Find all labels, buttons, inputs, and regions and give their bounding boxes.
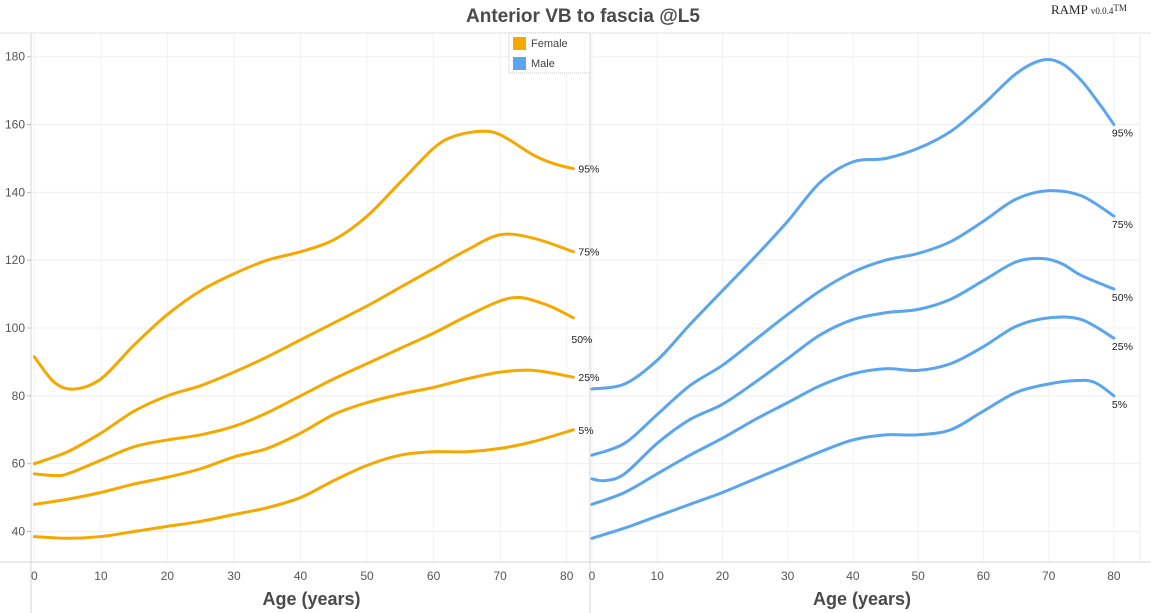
y-tick-label: 160 (5, 118, 25, 132)
male-x-tick-label: 20 (716, 569, 730, 583)
legend: Female Male (508, 32, 591, 74)
female-75pct-label: 75% (578, 247, 599, 259)
female-95pct-label: 95% (578, 164, 599, 176)
legend-label-female: Female (531, 38, 568, 50)
y-tick-label: 40 (12, 524, 26, 538)
y-tick-label: 80 (12, 389, 26, 403)
female-25pct-curve (32, 368, 575, 506)
female-x-tick-label: 10 (94, 569, 108, 583)
male-x-tick-label: 30 (781, 569, 795, 583)
male-25pct-curve (590, 315, 1116, 506)
brand-trademark: TM (1113, 3, 1127, 13)
male-95pct-label: 95% (1112, 128, 1133, 140)
legend-label-male: Male (531, 58, 555, 70)
female-5pct-curve (32, 428, 575, 540)
male-x-tick-label: 10 (651, 569, 665, 583)
male-x-tick-label: 50 (911, 569, 925, 583)
female-x-tick-label: 40 (294, 569, 308, 583)
female-x-tick-label: 50 (360, 569, 374, 583)
male-x-tick-label: 60 (977, 569, 991, 583)
female-x-tick-label: 70 (493, 569, 507, 583)
female-x-axis-title: Age (years) (262, 589, 360, 609)
female-5pct-label: 5% (578, 425, 593, 437)
male-95pct-curve (590, 57, 1116, 391)
male-5pct-label: 5% (1112, 399, 1127, 411)
y-tick-label: 120 (5, 253, 25, 267)
legend-swatch-female (513, 37, 526, 50)
x-axes: 0 10 20 30 40 50 60 70 80 Age (years) 0 10 20 30 40 50 6… (31, 569, 1121, 609)
female-25pct-label: 25% (578, 372, 599, 384)
male-x-tick-label: 80 (1107, 569, 1121, 583)
female-75pct-curve (32, 232, 575, 466)
female-x-tick-label: 60 (427, 569, 441, 583)
male-x-tick-label: 40 (846, 569, 860, 583)
female-x-tick-label: 20 (161, 569, 175, 583)
brand-version: v0.0.4 (1091, 6, 1114, 16)
male-50pct-label: 50% (1112, 292, 1133, 304)
y-tick-label: 180 (5, 50, 25, 64)
female-95pct-curve (32, 129, 575, 391)
y-tick-label: 60 (12, 457, 26, 471)
female-x-tick-label: 0 (31, 569, 38, 583)
series-layer (32, 57, 1116, 540)
female-50pct-label: 50% (571, 334, 592, 346)
female-x-tick-label: 30 (227, 569, 241, 583)
percentile-labels: 95% 75% 50% 25% 5% 95% 75% 50% 25% 5% (571, 128, 1133, 437)
legend-swatch-male (513, 57, 526, 70)
male-75pct-curve (590, 189, 1116, 457)
male-50pct-curve (590, 256, 1116, 483)
male-75pct-label: 75% (1112, 219, 1133, 231)
male-25pct-label: 25% (1112, 341, 1133, 353)
male-x-axis-title: Age (years) (813, 589, 911, 609)
female-x-tick-label: 80 (560, 569, 574, 583)
female-50pct-curve (32, 295, 575, 478)
brand-name: RAMP (1051, 2, 1088, 17)
y-tick-label: 100 (5, 321, 25, 335)
y-tick-label: 140 (5, 185, 25, 199)
male-x-tick-label: 70 (1042, 569, 1056, 583)
male-x-tick-label: 0 (589, 569, 596, 583)
y-axis: 40 60 80 100 120 140 160 180 (5, 50, 31, 538)
chart-title: Anterior VB to fascia @L5 (466, 6, 700, 27)
brand-mark: RAMP v0.0.4TM (1051, 2, 1127, 17)
male-5pct-curve (590, 378, 1116, 540)
